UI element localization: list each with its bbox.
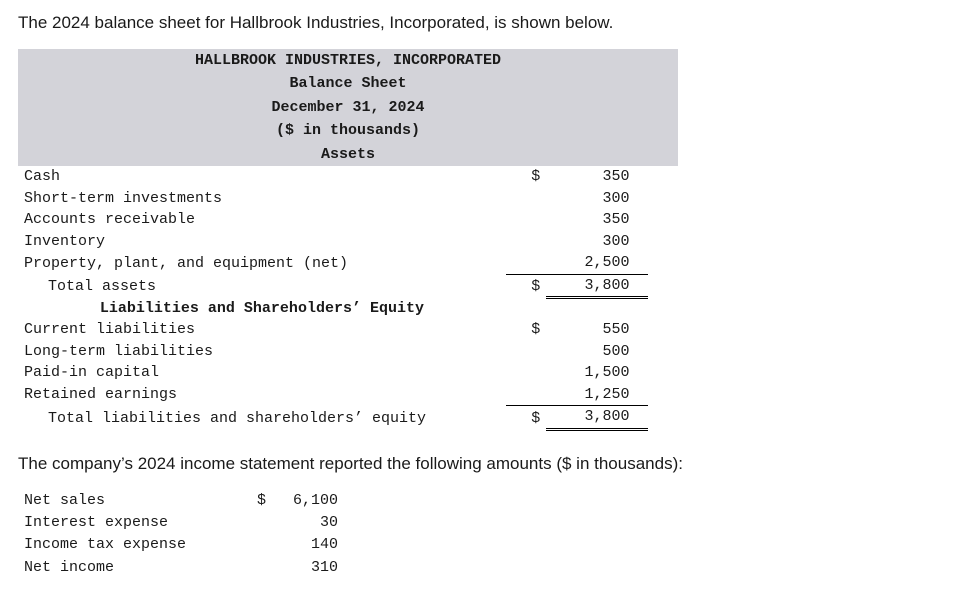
liab-label: Paid-in capital [18, 362, 506, 384]
balance-sheet-table: HALLBROOK INDUSTRIES, INCORPORATED Balan… [18, 49, 678, 431]
asset-label: Property, plant, and equipment (net) [18, 252, 506, 274]
assets-heading-row: Assets [18, 143, 678, 167]
currency-symbol [506, 188, 546, 210]
currency-symbol: $ [506, 406, 546, 430]
intro-text: The 2024 balance sheet for Hallbrook Ind… [18, 12, 949, 35]
liab-label: Long-term liabilities [18, 341, 506, 363]
pad [648, 341, 678, 363]
income-statement-table: Net sales $ 6,100 Interest expense 30 In… [18, 490, 344, 579]
header-date-row: December 31, 2024 [18, 96, 678, 120]
blank [546, 298, 647, 320]
header-company-row: HALLBROOK INDUSTRIES, INCORPORATED [18, 49, 678, 73]
income-value: 310 [272, 557, 344, 579]
asset-row-ppe: Property, plant, and equipment (net) 2,5… [18, 252, 678, 274]
liab-value: 1,250 [546, 384, 647, 406]
asset-row-cash: Cash $ 350 [18, 166, 678, 188]
liab-value: 500 [546, 341, 647, 363]
asset-row-total: Total assets $ 3,800 [18, 274, 678, 298]
income-label: Income tax expense [18, 534, 240, 556]
asset-row-sti: Short-term investments 300 [18, 188, 678, 210]
asset-row-ar: Accounts receivable 350 [18, 209, 678, 231]
currency-symbol [506, 384, 546, 406]
income-value: 6,100 [272, 490, 344, 512]
asset-value: 300 [546, 188, 647, 210]
header-units-row: ($ in thousands) [18, 119, 678, 143]
asset-value: 350 [546, 166, 647, 188]
currency-symbol [506, 252, 546, 274]
currency-symbol [506, 362, 546, 384]
header-units: ($ in thousands) [18, 119, 678, 143]
liab-label: Current liabilities [18, 319, 506, 341]
header-company: HALLBROOK INDUSTRIES, INCORPORATED [18, 49, 678, 73]
pad [648, 252, 678, 274]
currency-symbol [506, 231, 546, 253]
liab-row-paidin: Paid-in capital 1,500 [18, 362, 678, 384]
header-title-row: Balance Sheet [18, 72, 678, 96]
income-value: 140 [272, 534, 344, 556]
income-label: Net income [18, 557, 240, 579]
pad [648, 298, 678, 320]
pad [648, 209, 678, 231]
asset-total-label: Total assets [18, 274, 506, 298]
income-row-interest: Interest expense 30 [18, 512, 344, 534]
asset-total-value: 3,800 [546, 274, 647, 298]
income-label: Net sales [18, 490, 240, 512]
asset-label: Inventory [18, 231, 506, 253]
asset-label: Accounts receivable [18, 209, 506, 231]
assets-heading: Assets [18, 143, 678, 167]
header-title: Balance Sheet [18, 72, 678, 96]
blank [506, 298, 546, 320]
liab-row-longterm: Long-term liabilities 500 [18, 341, 678, 363]
currency-symbol [240, 534, 272, 556]
mid-text: The company’s 2024 income statement repo… [18, 453, 949, 476]
liab-heading: Liabilities and Shareholders’ Equity [18, 298, 506, 320]
liab-value: 1,500 [546, 362, 647, 384]
currency-symbol [506, 209, 546, 231]
liab-row-current: Current liabilities $ 550 [18, 319, 678, 341]
income-row-tax: Income tax expense 140 [18, 534, 344, 556]
asset-value: 300 [546, 231, 647, 253]
header-date: December 31, 2024 [18, 96, 678, 120]
currency-symbol [506, 341, 546, 363]
liab-heading-row: Liabilities and Shareholders’ Equity [18, 298, 678, 320]
asset-label: Cash [18, 166, 506, 188]
currency-symbol: $ [240, 490, 272, 512]
currency-symbol: $ [506, 319, 546, 341]
pad [648, 166, 678, 188]
income-row-netsales: Net sales $ 6,100 [18, 490, 344, 512]
asset-label: Short-term investments [18, 188, 506, 210]
liab-total-value: 3,800 [546, 406, 647, 430]
currency-symbol [240, 557, 272, 579]
currency-symbol [240, 512, 272, 534]
liab-label: Retained earnings [18, 384, 506, 406]
income-value: 30 [272, 512, 344, 534]
asset-value: 350 [546, 209, 647, 231]
pad [648, 188, 678, 210]
asset-row-inventory: Inventory 300 [18, 231, 678, 253]
asset-value: 2,500 [546, 252, 647, 274]
income-row-netincome: Net income 310 [18, 557, 344, 579]
liab-value: 550 [546, 319, 647, 341]
pad [648, 319, 678, 341]
pad [648, 231, 678, 253]
liab-total-label: Total liabilities and shareholders’ equi… [18, 406, 506, 430]
pad [648, 406, 678, 430]
pad [648, 384, 678, 406]
currency-symbol: $ [506, 166, 546, 188]
liab-row-total: Total liabilities and shareholders’ equi… [18, 406, 678, 430]
income-label: Interest expense [18, 512, 240, 534]
liab-row-retained: Retained earnings 1,250 [18, 384, 678, 406]
pad [648, 274, 678, 298]
currency-symbol: $ [506, 274, 546, 298]
pad [648, 362, 678, 384]
